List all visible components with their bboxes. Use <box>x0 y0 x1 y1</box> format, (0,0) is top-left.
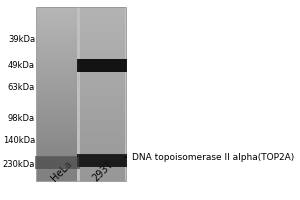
Text: 140kDa: 140kDa <box>3 136 35 145</box>
Text: HeLa: HeLa <box>50 159 74 184</box>
Bar <box>77 59 127 72</box>
Text: 98kDa: 98kDa <box>8 114 35 123</box>
Bar <box>36 7 126 181</box>
Bar <box>35 156 80 169</box>
Text: 39kDa: 39kDa <box>8 35 35 44</box>
Bar <box>80 155 124 166</box>
Text: 230kDa: 230kDa <box>3 160 35 169</box>
Bar <box>79 59 126 72</box>
Bar <box>80 60 124 71</box>
Bar <box>79 155 126 167</box>
Text: 63kDa: 63kDa <box>8 83 35 92</box>
Bar <box>38 157 77 168</box>
Bar <box>36 157 79 169</box>
Text: DNA topoisomerase II alpha(TOP2A): DNA topoisomerase II alpha(TOP2A) <box>132 153 294 162</box>
Text: 49kDa: 49kDa <box>8 61 35 70</box>
Bar <box>77 154 127 167</box>
Text: 293T: 293T <box>91 160 115 184</box>
